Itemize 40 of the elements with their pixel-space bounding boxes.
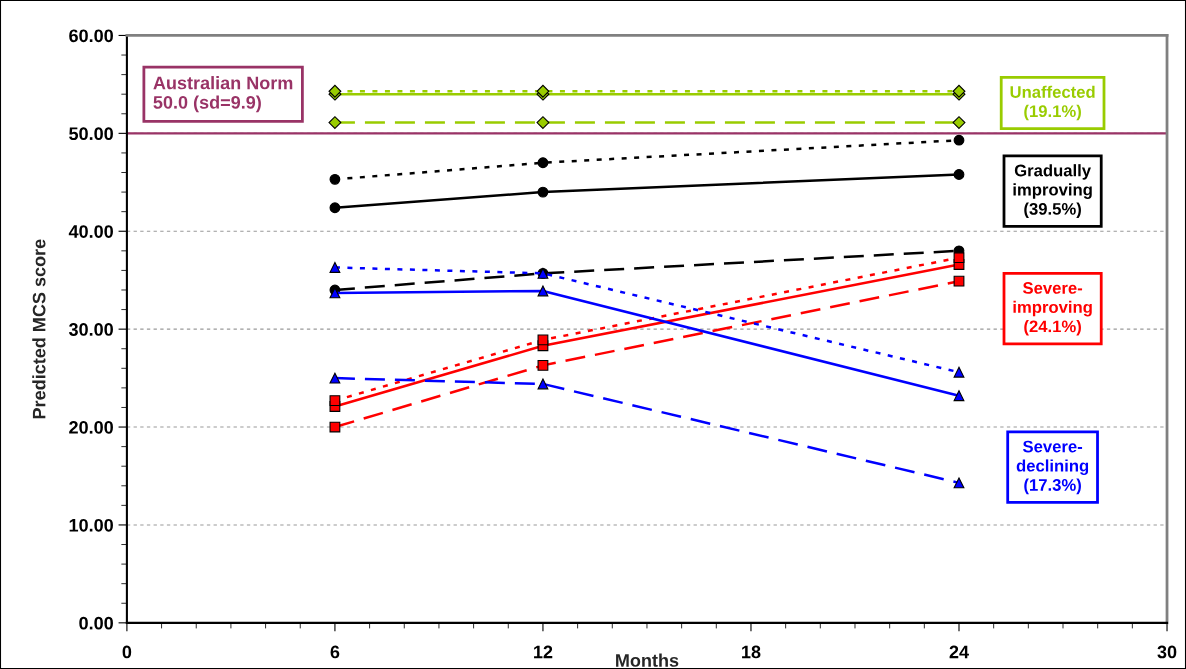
x-tick-label: 12	[534, 645, 553, 659]
x-axis-title: Months	[616, 653, 679, 667]
annotation: Severe- improving (24.1%)	[1013, 282, 1092, 336]
ref-line-label: Australian Norm 50.0 (sd=9.9)	[153, 76, 293, 113]
y-tick-label: 10.00	[69, 518, 113, 532]
x-tick-label: 6	[330, 645, 340, 659]
point	[953, 477, 965, 489]
point	[953, 134, 965, 146]
point	[536, 116, 550, 130]
point	[329, 372, 341, 384]
annotation: Unaffected (19.1%)	[1010, 85, 1095, 121]
x-tick-label: 18	[742, 645, 761, 659]
point	[953, 252, 965, 264]
x-tick-label: 24	[949, 645, 969, 659]
point	[329, 173, 341, 185]
point	[537, 285, 549, 297]
y-tick-label: 50.00	[69, 127, 113, 141]
point	[329, 262, 341, 273]
x-tick-label: 0	[122, 645, 132, 659]
point	[329, 202, 341, 214]
point	[537, 359, 549, 371]
y-axis-title: Predicted MCS score	[32, 239, 46, 419]
x-tick-label: 30	[1157, 645, 1177, 659]
y-tick-label: 0.00	[79, 616, 113, 630]
point	[952, 116, 966, 130]
point	[953, 366, 965, 378]
point	[953, 275, 965, 287]
point	[953, 169, 965, 180]
point	[537, 157, 549, 169]
y-tick-label: 30.00	[68, 323, 113, 336]
point	[953, 390, 965, 402]
point	[537, 186, 549, 198]
y-tick-label: 40.00	[68, 225, 113, 238]
y-tick-label: 60.00	[69, 29, 113, 43]
point	[328, 116, 342, 130]
annotation: Severe- declining (17.3%)	[1016, 440, 1089, 495]
annotation: Gradually improving (39.5%)	[1013, 164, 1092, 219]
point	[537, 378, 549, 390]
point	[329, 395, 341, 407]
y-tick-label: 20.00	[69, 420, 113, 434]
